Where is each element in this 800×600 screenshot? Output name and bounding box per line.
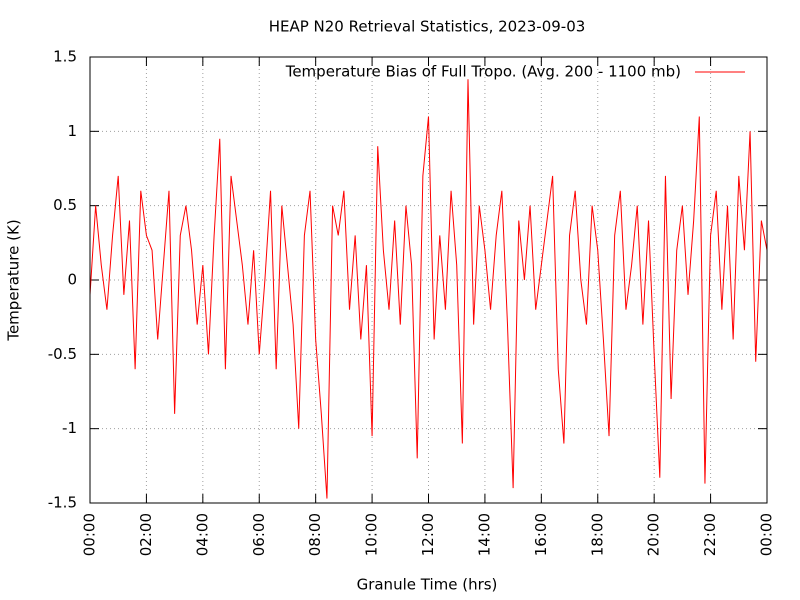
x-tick-label: 00:00: [758, 513, 776, 556]
x-tick-label: 00:00: [81, 513, 99, 556]
x-tick-label: 08:00: [306, 513, 324, 556]
x-tick-label: 18:00: [588, 513, 606, 556]
y-tick-label: 0.5: [53, 196, 77, 214]
y-tick-label: -1: [62, 419, 77, 437]
x-tick-label: 06:00: [250, 513, 268, 556]
y-tick-label: 1: [67, 122, 77, 140]
y-tick-label: 1.5: [53, 48, 77, 66]
y-axis-label: Temperature (K): [5, 219, 23, 341]
x-tick-label: 20:00: [645, 513, 663, 556]
y-tick-label: -1.5: [48, 494, 77, 512]
x-axis-label: Granule Time (hrs): [357, 576, 498, 594]
x-tick-label: 02:00: [137, 513, 155, 556]
chart-title: HEAP N20 Retrieval Statistics, 2023-09-0…: [269, 18, 586, 36]
x-tick-label: 04:00: [193, 513, 211, 556]
x-tick-label: 14:00: [475, 513, 493, 556]
legend-label: Temperature Bias of Full Tropo. (Avg. 20…: [285, 63, 681, 81]
plot-border: [89, 56, 768, 504]
x-tick-label: 10:00: [363, 513, 381, 556]
y-tick-label: 0: [67, 271, 77, 289]
y-tick-label: -0.5: [48, 345, 77, 363]
x-tick-label: 16:00: [532, 513, 550, 556]
x-tick-label: 12:00: [419, 513, 437, 556]
data-line: [89, 79, 768, 499]
x-tick-label: 22:00: [701, 513, 719, 556]
